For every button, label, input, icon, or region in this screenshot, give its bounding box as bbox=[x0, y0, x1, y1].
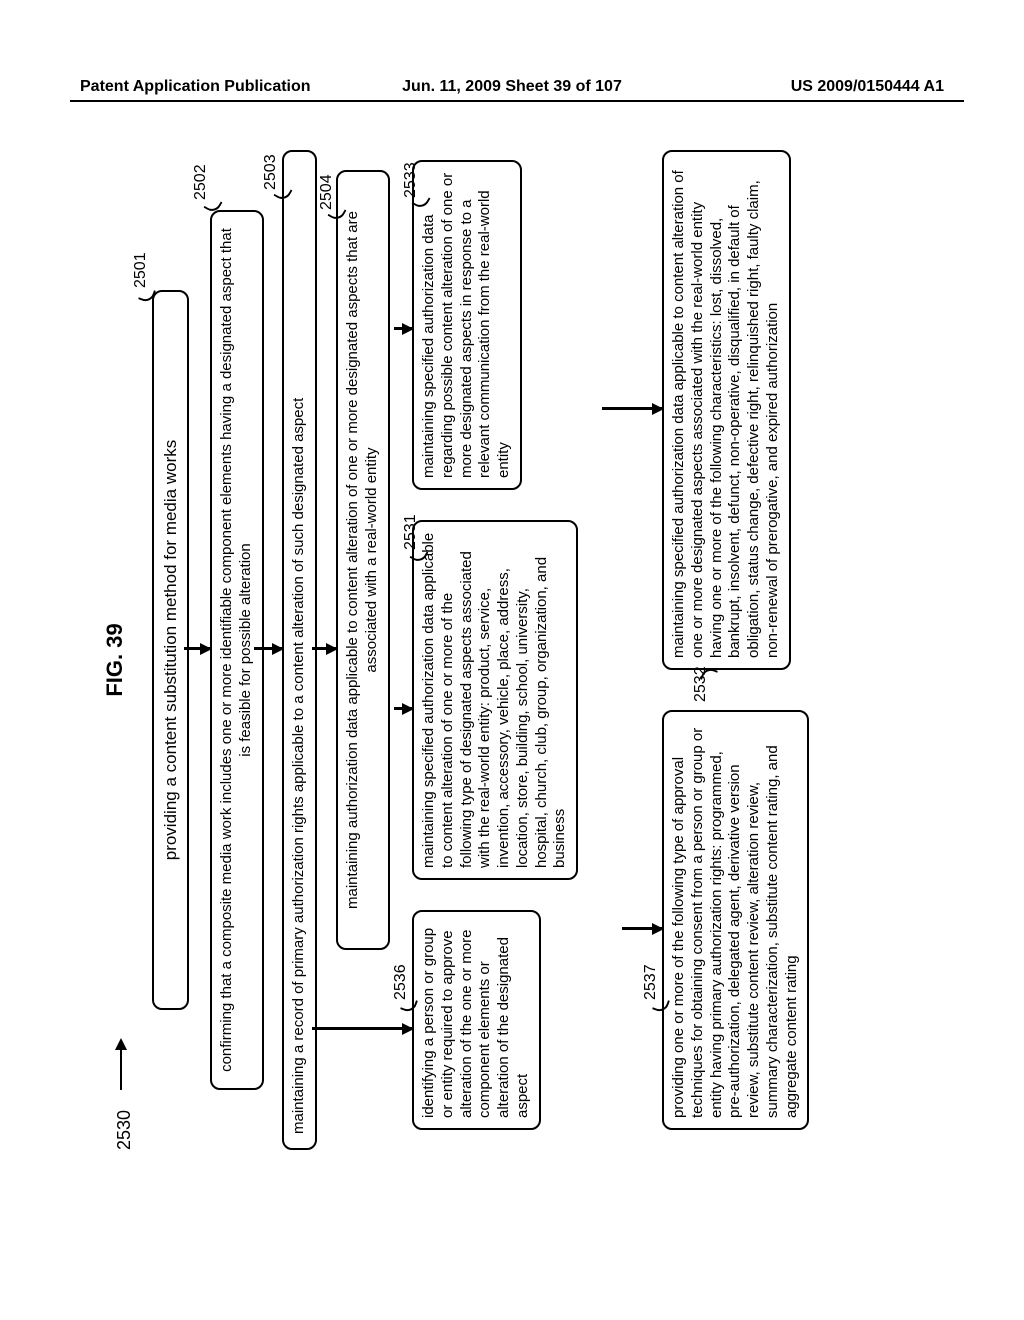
root-ref-arrow bbox=[120, 1040, 122, 1090]
header-rule bbox=[70, 100, 964, 102]
ref-2501: 2501 bbox=[132, 252, 150, 288]
arrow-2504-2533 bbox=[394, 328, 412, 331]
arrow-2504-2532 bbox=[602, 408, 662, 411]
ref-2536: 2536 bbox=[392, 964, 410, 1000]
root-ref-2530: 2530 bbox=[114, 1110, 135, 1150]
arrow-2502-2503 bbox=[254, 648, 282, 651]
ref-2502: 2502 bbox=[192, 164, 210, 200]
box-2536: identifying a person or group or entity … bbox=[412, 910, 541, 1130]
arrow-2501-2502 bbox=[184, 648, 210, 651]
box-2503: maintaining a record of primary authoriz… bbox=[282, 150, 317, 1150]
header-left: Patent Application Publication bbox=[80, 78, 311, 96]
figure-label: FIG. 39 bbox=[102, 623, 128, 696]
ref-2503: 2503 bbox=[262, 154, 280, 190]
box-2537: providing one or more of the following t… bbox=[662, 710, 809, 1130]
arrow-2504-2531 bbox=[394, 708, 412, 711]
box-2531: maintaining specified authorization data… bbox=[412, 520, 578, 880]
header-center: Jun. 11, 2009 Sheet 39 of 107 bbox=[402, 78, 622, 96]
box-2501: providing a content substitution method … bbox=[152, 290, 189, 1010]
ref-2537: 2537 bbox=[642, 964, 660, 1000]
arrow-2503-2536 bbox=[312, 1028, 412, 1031]
box-2532: maintaining specified authorization data… bbox=[662, 150, 791, 670]
figure-39-diagram: FIG. 39 2530 providing a content substit… bbox=[102, 110, 922, 1210]
arrow-2536-2537 bbox=[622, 928, 662, 931]
box-2533: maintaining specified authorization data… bbox=[412, 160, 522, 490]
ref-2531: 2531 bbox=[402, 514, 420, 550]
arrow-2503-2504 bbox=[312, 648, 336, 651]
box-2502: confirming that a composite media work i… bbox=[210, 210, 264, 1090]
header-right: US 2009/0150444 A1 bbox=[791, 78, 944, 96]
page-header: Patent Application Publication Jun. 11, … bbox=[0, 78, 1024, 96]
box-2504: maintaining authorization data applicabl… bbox=[336, 170, 390, 950]
page: Patent Application Publication Jun. 11, … bbox=[0, 0, 1024, 1320]
